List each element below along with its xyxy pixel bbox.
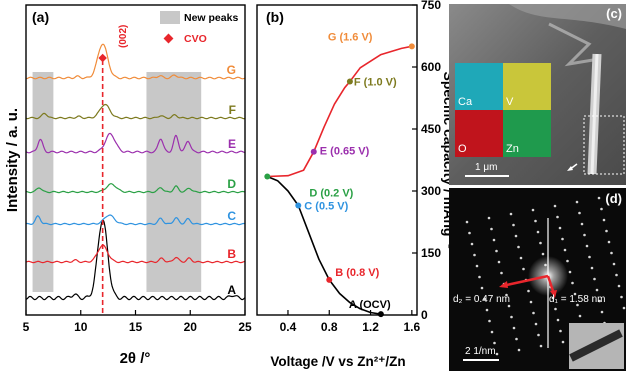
curve-charge (267, 45, 412, 178)
y-tick-label: 300 (421, 184, 441, 198)
series-label-D: D (227, 177, 236, 191)
panel-a-frame (25, 4, 246, 316)
point-6 (408, 43, 415, 50)
xrd-trace-C (25, 214, 246, 226)
y-tick-label: 450 (421, 122, 441, 136)
panel-b-ticks: 0.4 0.8 1.2 1.60 150 300 450 600 750 (280, 0, 442, 334)
panel-c-sem-image: (c) Ca V O Zn 1 μm (449, 4, 626, 185)
xrd-trace-G (25, 43, 246, 80)
y-tick-label: 600 (421, 60, 441, 74)
panel-c-scale-text: 1 μm (475, 162, 498, 173)
x-tick-label: 15 (129, 320, 143, 334)
cvo-legend-label: CVO (184, 33, 207, 45)
edx-map-o: O (455, 110, 503, 157)
panel-a-x-label: 2θ /° (120, 350, 151, 367)
point-label-6: G (1.6 V) (328, 31, 373, 43)
y-tick-label: 750 (421, 0, 441, 12)
x-tick-label: 5 (23, 320, 30, 334)
panel-b-x-label: Voltage /V vs Zn²⁺/Zn (270, 354, 405, 369)
x-tick-label: 10 (74, 320, 88, 334)
panel-d-label: (d) (605, 191, 622, 206)
selection-box (583, 115, 625, 175)
x-tick-label: 25 (238, 320, 252, 334)
edx-map-v: V (503, 63, 551, 110)
point-label-0: A (OCV) (349, 299, 391, 311)
point-5 (346, 78, 353, 85)
curve-discharge (266, 175, 382, 315)
new-peaks-legend-label: New peaks (184, 12, 238, 24)
y-tick-label: 0 (421, 308, 428, 322)
panel-a-label: (a) (32, 9, 49, 25)
panel-b: A (OCV) B (0.8 V) C (0.5 V)D (0.2 V) E (0.6… (256, 0, 457, 369)
d2-arrow (501, 274, 549, 288)
d1-label: d₁ = 1.58 nm (549, 294, 606, 305)
point-label-2: C (0.5 V) (304, 200, 348, 212)
series-label-C: C (227, 209, 236, 223)
xrd-traces (25, 43, 246, 301)
edx-map-v-label: V (506, 96, 514, 108)
point-label-1: B (0.8 V) (335, 267, 379, 279)
xrd-trace-E (25, 132, 246, 154)
panel-d-scale-text: 2 1/nm (465, 346, 496, 357)
panel-d-saed-image: (d) d₂ = 0.47 nm d₁ = 1.58 nm 2 1/nm (449, 188, 626, 371)
series-label-A: A (227, 283, 236, 297)
xrd-trace-A (25, 219, 246, 301)
new-peak-region-0 (32, 72, 54, 292)
series-label-B: B (227, 247, 236, 261)
panel-a: 5 10 15 20 25 (a) New peaks CVO (002) A B C D E F… (4, 4, 252, 367)
point-label-4: E (0.65 V) (320, 146, 370, 158)
panel-a-y-label: Intensity / a. u. (4, 108, 21, 212)
xrd-trace-F (25, 103, 246, 120)
panel-c-label: (c) (606, 6, 622, 21)
xrd-trace-D (25, 183, 246, 194)
point-label-5: F (1.0 V) (354, 76, 397, 88)
x-tick-label: 0.8 (321, 320, 338, 334)
panel-a-x-ticks: 5 10 15 20 25 (23, 310, 252, 334)
cvo-peak-marker (98, 53, 107, 63)
new-peak-region-1 (146, 72, 202, 292)
cvo-legend-marker (163, 33, 174, 44)
point-4 (310, 148, 317, 155)
edx-map-o-label: O (458, 143, 467, 155)
panel-b-frame (256, 4, 418, 316)
edx-map-ca: Ca (455, 63, 503, 110)
panel-b-label: (b) (266, 9, 284, 25)
point-2 (295, 202, 302, 209)
edx-map-ca-label: Ca (458, 96, 473, 108)
edx-map-zn-label: Zn (506, 143, 519, 155)
point-0 (377, 311, 384, 318)
d2-label: d₂ = 0.47 nm (453, 294, 510, 305)
x-tick-label: 1.2 (362, 320, 379, 334)
capacity-points: A (OCV) B (0.8 V) C (0.5 V)D (0.2 V) E (0.6… (264, 31, 415, 318)
series-label-F: F (229, 103, 236, 117)
x-tick-label: 0.4 (280, 320, 297, 334)
edx-map-zn: Zn (503, 110, 551, 157)
cvo-marker (98, 53, 107, 63)
saed-pattern (463, 196, 626, 369)
panel-a-series-labels: A B C D E F G (227, 63, 237, 297)
point-label-3: D (0.2 V) (309, 188, 353, 200)
series-label-E: E (228, 137, 236, 151)
new-peaks-legend-swatch (160, 11, 180, 24)
peak-002-label: (002) (118, 25, 129, 48)
y-tick-label: 150 (421, 246, 441, 260)
new-peak-regions (32, 72, 202, 292)
point-3 (264, 173, 271, 180)
capacity-curves (266, 45, 412, 315)
point-1 (326, 276, 333, 283)
x-tick-label: 20 (184, 320, 198, 334)
series-label-G: G (227, 63, 236, 77)
x-tick-label: 1.6 (403, 320, 420, 334)
xrd-trace-B (25, 244, 246, 264)
